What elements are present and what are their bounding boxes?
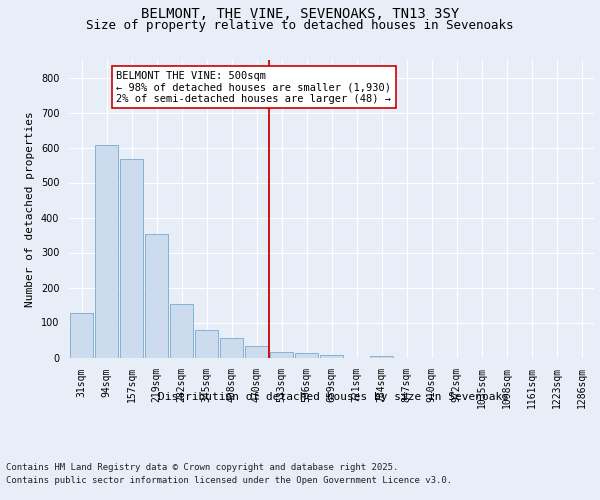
Text: Distribution of detached houses by size in Sevenoaks: Distribution of detached houses by size … [158, 392, 509, 402]
Bar [245, 346, 268, 358]
Bar [194, 330, 218, 357]
Bar [295, 354, 319, 358]
Bar [170, 304, 193, 358]
Text: Contains HM Land Registry data © Crown copyright and database right 2025.: Contains HM Land Registry data © Crown c… [6, 462, 398, 471]
Bar [95, 146, 118, 358]
Bar [70, 312, 94, 358]
Bar [145, 234, 169, 358]
Text: Contains public sector information licensed under the Open Government Licence v3: Contains public sector information licen… [6, 476, 452, 485]
Bar [370, 356, 394, 358]
Text: Size of property relative to detached houses in Sevenoaks: Size of property relative to detached ho… [86, 19, 514, 32]
Text: BELMONT, THE VINE, SEVENOAKS, TN13 3SY: BELMONT, THE VINE, SEVENOAKS, TN13 3SY [141, 8, 459, 22]
Text: BELMONT THE VINE: 500sqm
← 98% of detached houses are smaller (1,930)
2% of semi: BELMONT THE VINE: 500sqm ← 98% of detach… [116, 70, 392, 104]
Y-axis label: Number of detached properties: Number of detached properties [25, 111, 35, 306]
Bar [320, 354, 343, 358]
Bar [119, 160, 143, 358]
Bar [220, 338, 244, 357]
Bar [269, 352, 293, 358]
